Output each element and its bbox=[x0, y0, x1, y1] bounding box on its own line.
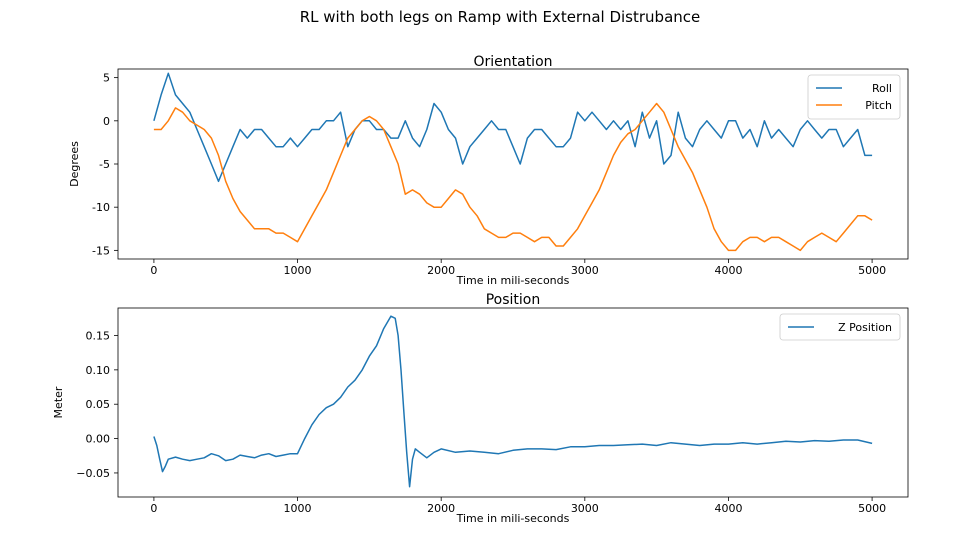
x-tick-label: 5000 bbox=[858, 264, 886, 277]
y-tick-label: -10 bbox=[92, 201, 110, 214]
legend-label: Pitch bbox=[865, 99, 892, 112]
position-panel: Position 0 1000 2000 3000 4000 5000 0.15 0.10 0.0… bbox=[52, 292, 909, 525]
x-tick-label: 0 bbox=[150, 502, 157, 515]
y-tick-label: 5 bbox=[103, 72, 110, 85]
x-tick-label: 3000 bbox=[571, 502, 599, 515]
legend-box bbox=[807, 74, 901, 120]
y-tick-label: -15 bbox=[92, 244, 110, 257]
x-axis-label: Time in mili-seconds bbox=[456, 512, 570, 525]
legend-box bbox=[779, 313, 901, 341]
x-tick-label: 1000 bbox=[284, 264, 312, 277]
orientation-panel: Orientation 0 1000 2000 3000 4000 5000 5 0 -5 -10 -… bbox=[68, 54, 909, 287]
figure-suptitle: RL with both legs on Ramp with External … bbox=[300, 8, 701, 26]
y-tick-label: 0.00 bbox=[86, 433, 111, 446]
y-axis-label: Degrees bbox=[68, 141, 81, 187]
series-line-z-position bbox=[153, 315, 873, 488]
y-tick-label: −0.05 bbox=[76, 467, 110, 480]
x-tick-label: 0 bbox=[150, 264, 157, 277]
x-tick-label: 5000 bbox=[858, 502, 886, 515]
x-tick-label: 1000 bbox=[284, 502, 312, 515]
axes-frame bbox=[117, 307, 909, 498]
x-tick-label: 2000 bbox=[427, 264, 455, 277]
legend: Roll Pitch bbox=[807, 74, 901, 120]
y-tick-label: 0 bbox=[103, 115, 110, 128]
axes-frame bbox=[117, 68, 909, 260]
x-tick-label: 4000 bbox=[714, 264, 742, 277]
legend-label: Z Position bbox=[838, 321, 892, 334]
y-tick-label: 0.10 bbox=[86, 364, 111, 377]
chart-title: Position bbox=[486, 292, 541, 308]
x-axis-label: Time in mili-seconds bbox=[456, 274, 570, 287]
y-tick-label: -5 bbox=[99, 158, 110, 171]
y-axis-label: Meter bbox=[52, 386, 65, 418]
chart-title: Orientation bbox=[473, 54, 552, 70]
x-tick-label: 4000 bbox=[714, 502, 742, 515]
y-tick-label: 0.05 bbox=[86, 398, 111, 411]
x-tick-label: 3000 bbox=[571, 264, 599, 277]
legend: Z Position bbox=[779, 313, 901, 341]
legend-label: Roll bbox=[872, 82, 892, 95]
x-tick-label: 2000 bbox=[427, 502, 455, 515]
series-line-pitch bbox=[153, 102, 873, 252]
series-line-roll bbox=[153, 72, 873, 183]
y-tick-label: 0.15 bbox=[86, 329, 111, 342]
